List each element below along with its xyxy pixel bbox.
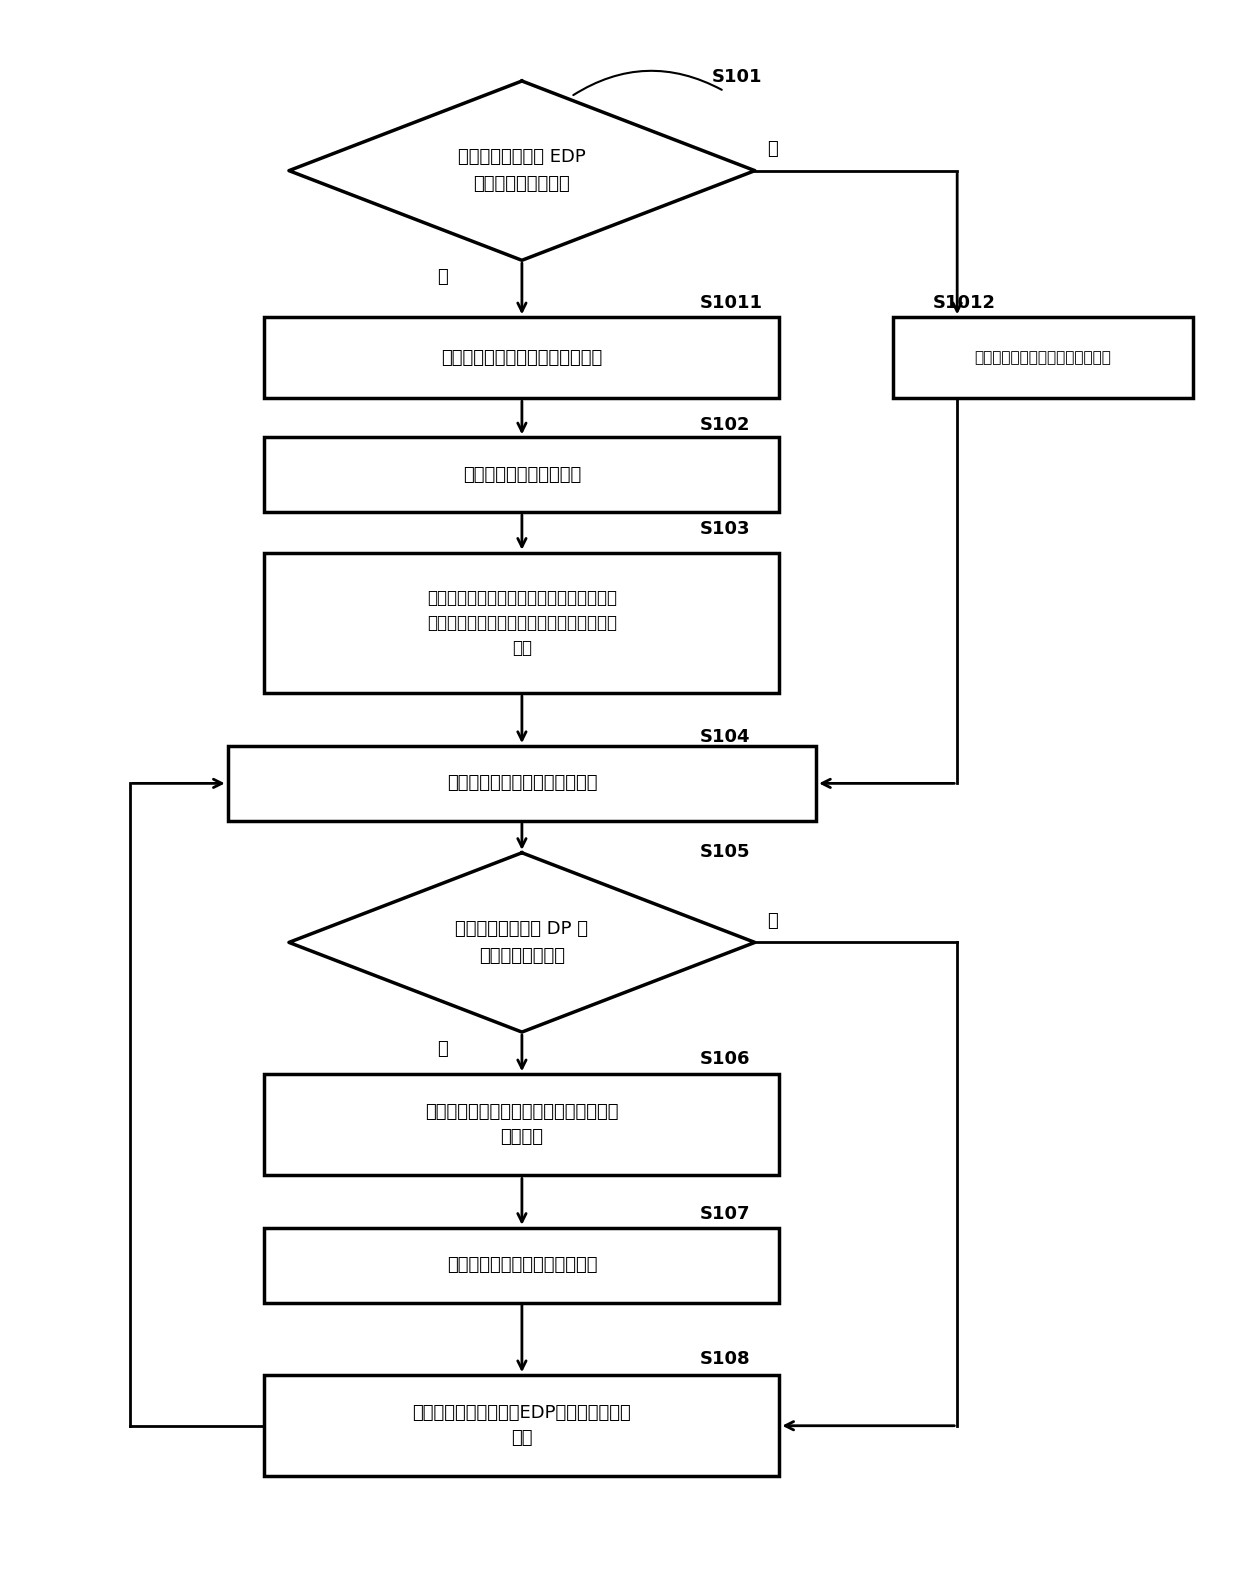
Text: S101: S101	[712, 68, 763, 87]
Text: 否: 否	[768, 140, 777, 159]
Text: 检测中央处理器的 DP 端
口是否打开或关闭: 检测中央处理器的 DP 端 口是否打开或关闭	[455, 920, 589, 964]
Bar	[264, 1229, 780, 1302]
Text: S102: S102	[699, 415, 750, 434]
Text: 根据预设的分辨率进行对应输出: 根据预设的分辨率进行对应输出	[446, 1257, 598, 1274]
Text: 检测中央处理器的 EDP
端口是否打开或关闭: 检测中央处理器的 EDP 端口是否打开或关闭	[458, 148, 585, 193]
Bar	[264, 437, 780, 513]
Text: 返回检测中央处理器的EDP端口是否开启或
关闭: 返回检测中央处理器的EDP端口是否开启或 关闭	[413, 1405, 631, 1447]
Bar	[264, 1375, 780, 1477]
Text: S103: S103	[699, 521, 750, 538]
Text: 输入输出芯片输出功率占比信号控制背光
调节电路: 输入输出芯片输出功率占比信号控制背光 调节电路	[425, 1103, 619, 1147]
Text: 是: 是	[436, 267, 448, 286]
Text: S108: S108	[699, 1350, 750, 1367]
Bar	[893, 318, 1193, 398]
Text: 根据预设的颜色深度值和数据映射模式以及
连接方式，对信号转换芯片的寄存器进行初
始化: 根据预设的颜色深度值和数据映射模式以及 连接方式，对信号转换芯片的寄存器进行初 …	[427, 588, 618, 658]
Text: 否: 否	[768, 912, 777, 930]
Bar	[264, 318, 780, 398]
Text: S104: S104	[699, 728, 750, 746]
Bar	[228, 746, 816, 821]
Text: 信号转换芯片的控制引脚为低电平: 信号转换芯片的控制引脚为低电平	[975, 351, 1111, 365]
Bar	[264, 1074, 780, 1175]
Text: 信号转换芯片的控制引脚为高电平: 信号转换芯片的控制引脚为高电平	[441, 349, 603, 367]
Text: S107: S107	[699, 1205, 750, 1222]
Text: S105: S105	[699, 843, 750, 860]
Text: S1011: S1011	[699, 294, 763, 311]
Text: 信号转换芯片进行初始化: 信号转换芯片进行初始化	[463, 466, 582, 483]
Text: S106: S106	[699, 1051, 750, 1068]
Text: 是: 是	[436, 1040, 448, 1059]
Text: S1012: S1012	[932, 294, 996, 311]
Bar	[264, 552, 780, 694]
Text: 根据预设的分辨率进行对应输出: 根据预设的分辨率进行对应输出	[446, 774, 598, 793]
